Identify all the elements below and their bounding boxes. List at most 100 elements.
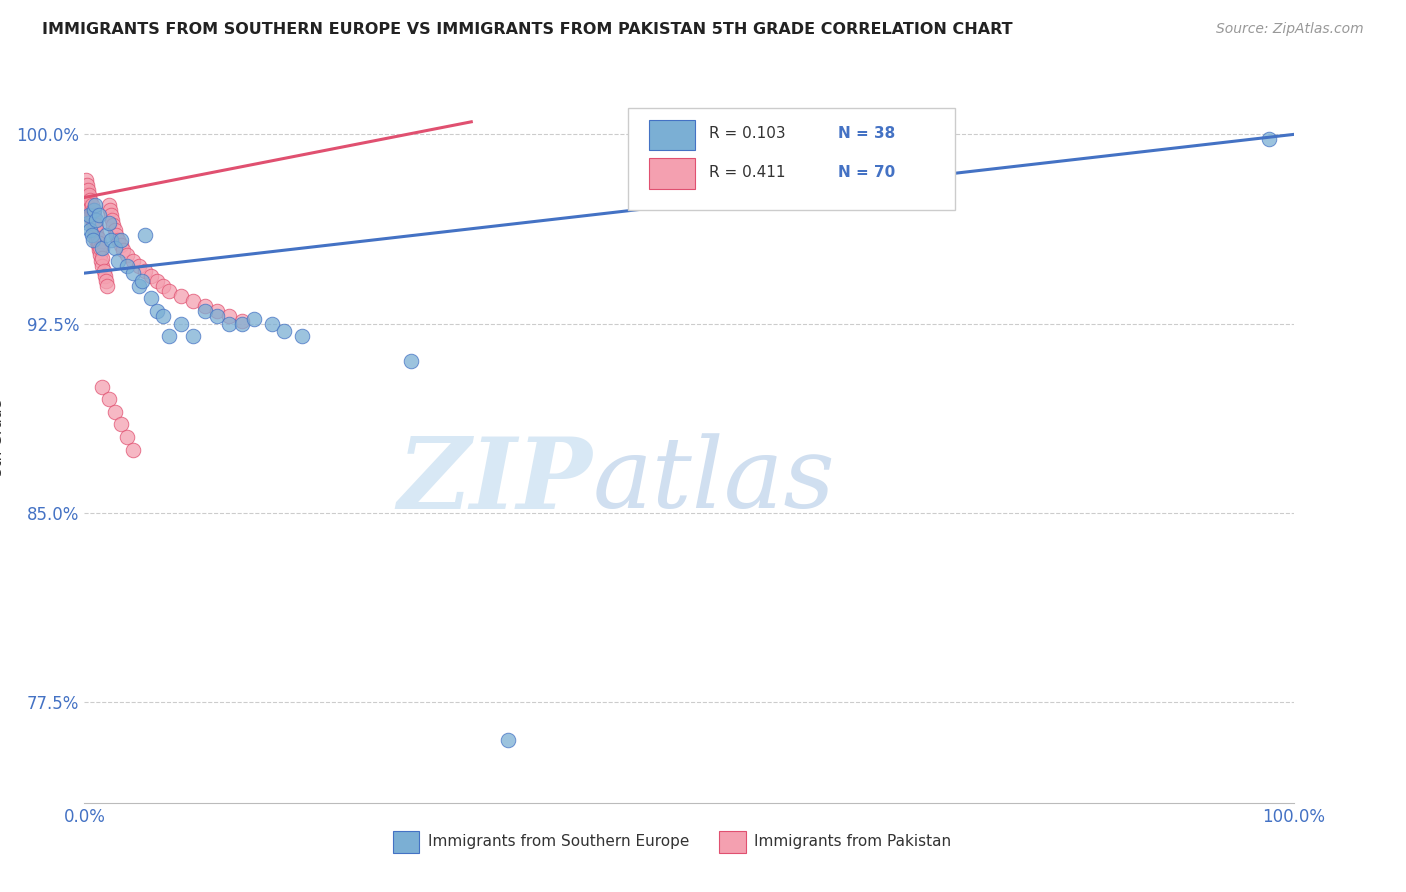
Point [115, 248, 138, 262]
Text: N = 70: N = 70 [838, 165, 894, 180]
Bar [650, 159, 695, 189]
Point [146, 274, 169, 288]
Point [89, 248, 111, 262]
Point [110, 233, 132, 247]
Point [94, 268, 117, 283]
Point [76, 188, 98, 202]
Point [84, 198, 107, 212]
Point [77, 190, 100, 204]
Point [97, 392, 120, 407]
Text: Immigrants from Southern Europe: Immigrants from Southern Europe [427, 834, 689, 849]
Point [121, 253, 143, 268]
Point [75, 173, 97, 187]
Point [110, 417, 132, 432]
Point [218, 309, 240, 323]
Point [79, 201, 101, 215]
Point [100, 233, 122, 247]
Point [86, 213, 108, 227]
Text: IMMIGRANTS FROM SOUTHERN EUROPE VS IMMIGRANTS FROM PAKISTAN 5TH GRADE CORRELATIO: IMMIGRANTS FROM SOUTHERN EUROPE VS IMMIG… [42, 22, 1012, 37]
Text: R = 0.411: R = 0.411 [710, 165, 786, 180]
Point [77, 216, 100, 230]
Point [128, 259, 150, 273]
Point [82, 218, 104, 232]
Point [496, 732, 519, 747]
Point [79, 208, 101, 222]
Point [218, 317, 240, 331]
Point [83, 216, 105, 230]
Point [80, 198, 103, 212]
Point [103, 218, 125, 232]
Point [86, 226, 108, 240]
Point [157, 329, 180, 343]
Point [128, 278, 150, 293]
Point [75, 183, 97, 197]
Point [1258, 132, 1281, 146]
Point [97, 216, 120, 230]
Text: ZIP: ZIP [398, 433, 592, 529]
Point [104, 241, 127, 255]
Point [82, 211, 104, 225]
Point [104, 223, 127, 237]
Point [79, 193, 101, 207]
Bar [392, 830, 419, 853]
Point [181, 329, 204, 343]
Point [139, 291, 162, 305]
Text: Immigrants from Pakistan: Immigrants from Pakistan [754, 834, 952, 849]
Point [87, 244, 110, 258]
Point [399, 354, 422, 368]
Point [91, 251, 114, 265]
Point [91, 259, 114, 273]
Text: Source: ZipAtlas.com: Source: ZipAtlas.com [1216, 22, 1364, 37]
Point [87, 235, 110, 250]
Point [101, 213, 124, 227]
Point [207, 309, 229, 323]
Point [152, 309, 174, 323]
Point [77, 183, 100, 197]
Point [115, 259, 138, 273]
Point [86, 218, 108, 232]
Point [77, 203, 100, 218]
Point [91, 241, 114, 255]
Point [86, 238, 108, 252]
Point [77, 195, 100, 210]
Point [152, 278, 174, 293]
Point [194, 299, 217, 313]
Point [181, 293, 204, 308]
Point [77, 188, 100, 202]
Point [80, 213, 103, 227]
Point [94, 274, 117, 288]
Point [291, 329, 314, 343]
Point [84, 220, 107, 235]
Point [207, 304, 229, 318]
Point [157, 284, 180, 298]
Point [170, 317, 193, 331]
Point [231, 314, 253, 328]
Point [77, 208, 100, 222]
Point [134, 228, 156, 243]
Point [83, 208, 105, 222]
FancyBboxPatch shape [628, 108, 955, 211]
Point [77, 198, 100, 212]
Point [121, 442, 143, 457]
Point [82, 233, 104, 247]
Point [97, 198, 120, 212]
Bar [650, 120, 695, 151]
Point [107, 233, 129, 247]
Text: N = 38: N = 38 [838, 126, 894, 141]
Point [86, 231, 108, 245]
Point [100, 208, 122, 222]
Point [87, 208, 110, 222]
Point [115, 430, 138, 444]
Point [110, 238, 132, 252]
Point [260, 317, 283, 331]
Point [139, 268, 162, 283]
Point [76, 178, 98, 192]
Point [96, 278, 118, 293]
Point [134, 263, 156, 277]
Point [112, 244, 135, 258]
Point [90, 253, 112, 268]
Point [146, 304, 169, 318]
Point [83, 223, 105, 237]
Point [80, 205, 103, 219]
Point [121, 266, 143, 280]
